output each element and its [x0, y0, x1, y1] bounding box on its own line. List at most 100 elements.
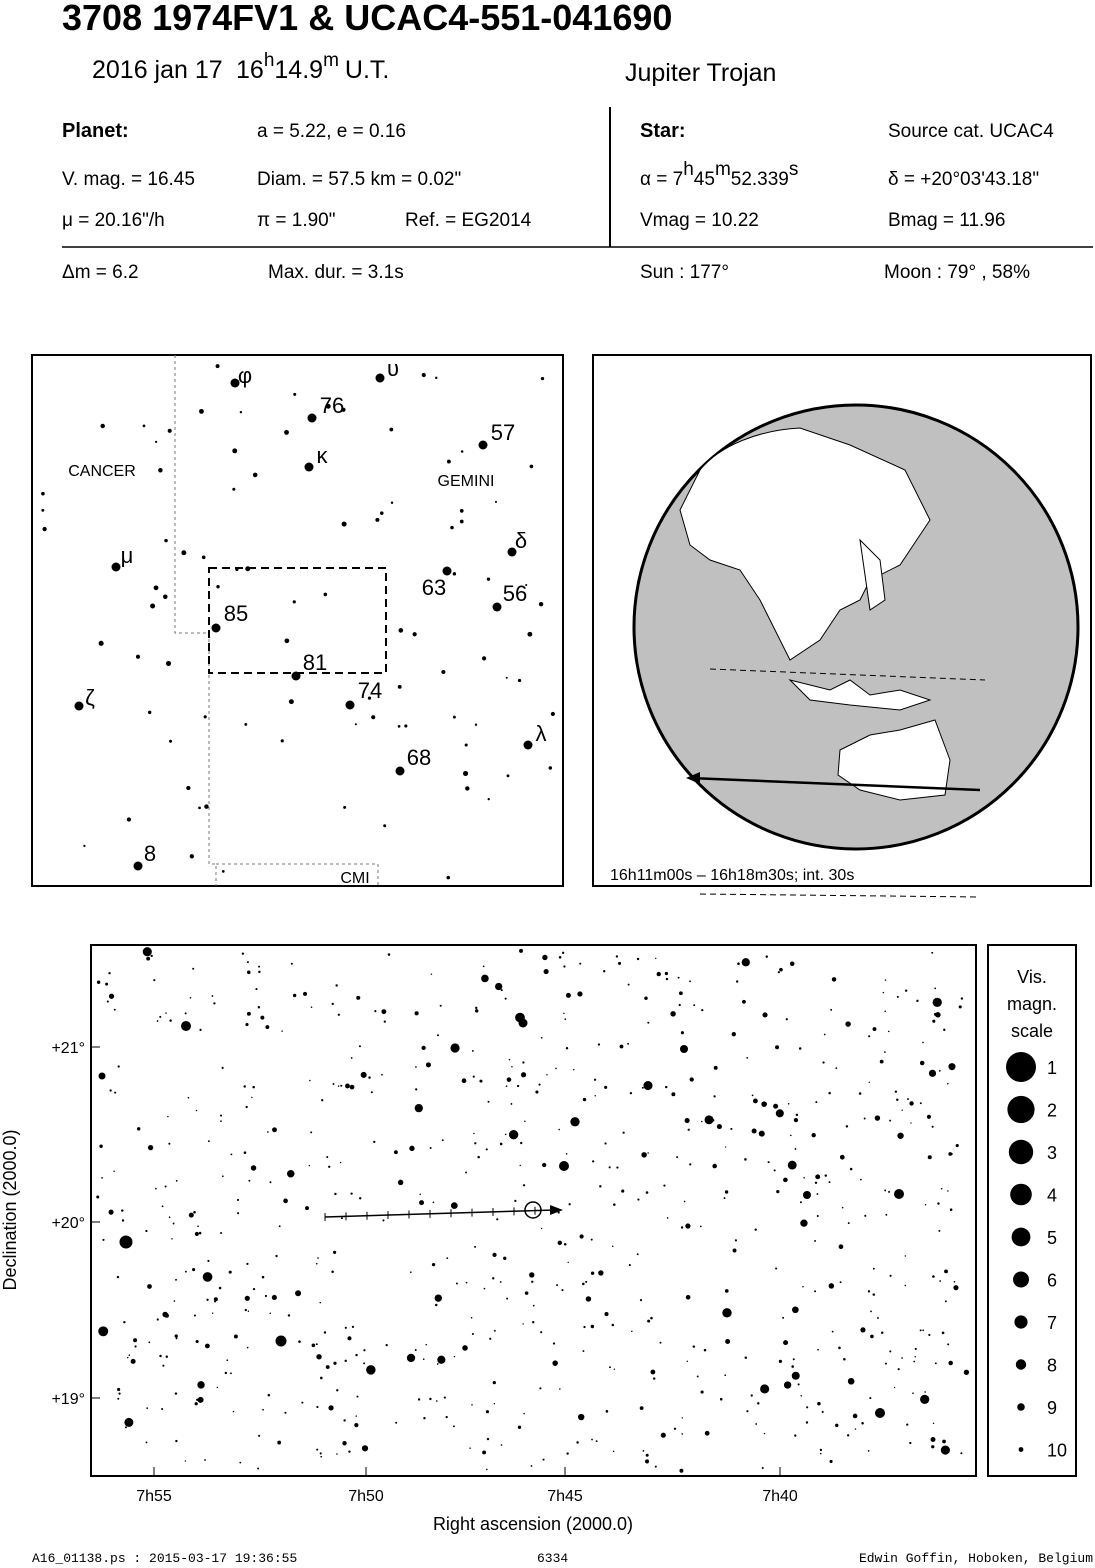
star [909, 1101, 914, 1106]
star [868, 1081, 870, 1084]
star [383, 1020, 386, 1023]
star [496, 1218, 499, 1221]
star [775, 1045, 780, 1050]
star [134, 1345, 137, 1348]
star [278, 1225, 281, 1228]
star [215, 364, 220, 369]
star [459, 509, 464, 513]
star [320, 1376, 323, 1380]
star [489, 1337, 492, 1340]
star [611, 1323, 615, 1327]
star [677, 976, 680, 979]
star [838, 1346, 841, 1350]
star [904, 1284, 907, 1287]
star [368, 1076, 371, 1079]
star [123, 1320, 126, 1324]
star [485, 1410, 489, 1414]
star [916, 999, 919, 1003]
star [542, 1458, 545, 1461]
star [356, 1395, 359, 1398]
star [582, 1350, 585, 1352]
star [531, 1280, 534, 1283]
star [897, 1368, 900, 1371]
star [108, 993, 115, 999]
star [948, 1063, 956, 1071]
ra-part: h [683, 159, 694, 180]
star [236, 1198, 240, 1202]
star [558, 955, 562, 959]
star [216, 1386, 219, 1389]
star [725, 1339, 731, 1345]
star [932, 1019, 936, 1023]
star [333, 1250, 337, 1254]
star [246, 1011, 251, 1016]
star [754, 1228, 757, 1231]
star [375, 517, 380, 522]
star [133, 861, 143, 871]
star [689, 980, 691, 983]
moon: Moon : 79° , 58% [884, 262, 1030, 283]
star [680, 1031, 684, 1035]
star [485, 1468, 488, 1471]
diameter: Diam. = 57.5 km = 0.02" [257, 169, 461, 190]
star [423, 1416, 426, 1420]
star [913, 1360, 916, 1363]
star [381, 1073, 383, 1076]
star [817, 1348, 819, 1351]
star [487, 798, 490, 801]
star [621, 1189, 625, 1193]
star [914, 1356, 916, 1358]
star [503, 1256, 507, 1260]
star [529, 1272, 535, 1278]
star [355, 1415, 357, 1417]
star [385, 1343, 388, 1347]
star [506, 1077, 512, 1082]
star [696, 1375, 699, 1378]
star [358, 1045, 361, 1048]
star [429, 1397, 432, 1401]
star [331, 1270, 334, 1273]
star [904, 1255, 907, 1257]
star [42, 526, 47, 532]
star [628, 1264, 631, 1267]
star [421, 372, 426, 378]
star-heading: Star: [640, 120, 686, 142]
star [598, 1270, 604, 1276]
shadow-path [689, 776, 981, 792]
star [532, 1304, 535, 1307]
star [101, 1177, 103, 1179]
star [517, 678, 522, 683]
star [328, 1165, 331, 1168]
star [360, 1071, 367, 1078]
star [406, 1353, 416, 1363]
star [821, 1410, 824, 1413]
star [960, 997, 964, 1000]
star [430, 973, 433, 975]
star [568, 1203, 571, 1206]
star [298, 1340, 301, 1343]
star [719, 1397, 723, 1401]
star-label: δ [515, 528, 527, 553]
star [83, 844, 86, 848]
star [639, 1299, 643, 1302]
star [643, 1081, 653, 1091]
star [221, 870, 225, 873]
star [98, 1072, 106, 1080]
star [593, 1078, 597, 1081]
star [218, 1286, 222, 1290]
star [194, 1402, 198, 1406]
star [567, 1261, 569, 1264]
star [267, 1131, 269, 1133]
star-label: λ [536, 721, 547, 746]
star [704, 1430, 710, 1436]
star [425, 1343, 427, 1346]
star [482, 656, 487, 661]
star [323, 1331, 327, 1334]
star [612, 1450, 615, 1453]
star [636, 1253, 639, 1256]
star [542, 954, 548, 961]
star [194, 1231, 199, 1237]
star [712, 1163, 717, 1169]
star [828, 1181, 831, 1184]
star [576, 1441, 579, 1444]
